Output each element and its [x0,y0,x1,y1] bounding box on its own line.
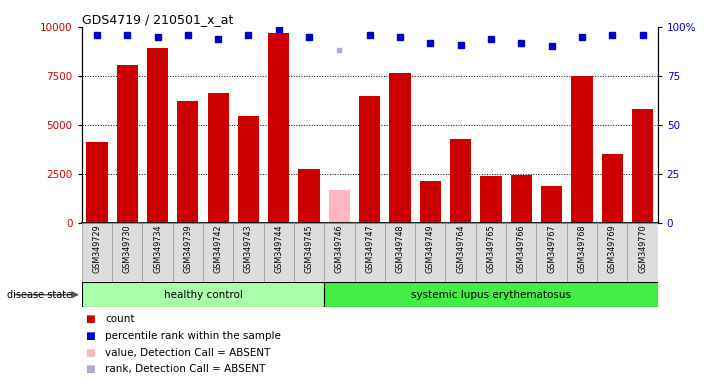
Bar [446,223,476,282]
Bar [506,223,536,282]
Text: ■: ■ [85,364,95,374]
Bar [324,223,355,282]
Text: GSM349769: GSM349769 [608,225,616,273]
Text: GSM349743: GSM349743 [244,225,253,273]
Text: ■: ■ [85,331,95,341]
Bar [82,282,324,307]
Bar [147,48,169,223]
Bar [294,223,324,282]
Bar [390,73,411,223]
Bar [238,116,259,223]
Text: value, Detection Call = ABSENT: value, Detection Call = ABSENT [105,348,271,358]
Bar [541,185,562,223]
Text: GSM349746: GSM349746 [335,225,344,273]
Text: GSM349770: GSM349770 [638,225,647,273]
Bar [203,223,233,282]
Bar [233,223,264,282]
Text: percentile rank within the sample: percentile rank within the sample [105,331,281,341]
Bar [208,93,229,223]
Bar [173,223,203,282]
Text: GSM349765: GSM349765 [486,225,496,273]
Bar [86,142,107,223]
Bar [177,101,198,223]
Bar [419,180,441,223]
Bar [268,33,289,223]
Text: GSM349767: GSM349767 [547,225,556,273]
Bar [597,223,627,282]
Text: GSM349764: GSM349764 [456,225,465,273]
Text: GSM349734: GSM349734 [153,225,162,273]
Bar [142,223,173,282]
Bar [510,175,532,223]
Bar [602,154,623,223]
Bar [117,65,138,223]
Text: rank, Detection Call = ABSENT: rank, Detection Call = ABSENT [105,364,266,374]
Text: GSM349766: GSM349766 [517,225,525,273]
Text: GSM349739: GSM349739 [183,225,193,273]
Bar [328,190,350,223]
Bar [572,76,592,223]
Bar [481,176,501,223]
Bar [385,223,415,282]
Text: GSM349730: GSM349730 [123,225,132,273]
Bar [450,139,471,223]
Text: GSM349748: GSM349748 [395,225,405,273]
Text: GSM349768: GSM349768 [577,225,587,273]
Bar [415,223,446,282]
Text: GSM349729: GSM349729 [92,225,102,273]
Bar [632,109,653,223]
Bar [355,223,385,282]
Text: GSM349745: GSM349745 [304,225,314,273]
Text: ■: ■ [85,314,95,324]
Text: GSM349744: GSM349744 [274,225,283,273]
Text: ■: ■ [85,348,95,358]
Text: GSM349742: GSM349742 [214,225,223,273]
Bar [82,223,112,282]
Bar [324,282,658,307]
Text: systemic lupus erythematosus: systemic lupus erythematosus [411,290,571,300]
Text: count: count [105,314,134,324]
Text: healthy control: healthy control [164,290,242,300]
Bar [359,96,380,223]
Text: GDS4719 / 210501_x_at: GDS4719 / 210501_x_at [82,13,233,26]
Bar [567,223,597,282]
Bar [112,223,142,282]
Bar [264,223,294,282]
Bar [476,223,506,282]
Text: disease state: disease state [7,290,73,300]
Bar [536,223,567,282]
Text: GSM349749: GSM349749 [426,225,435,273]
Bar [627,223,658,282]
Text: GSM349747: GSM349747 [365,225,374,273]
Bar [299,169,320,223]
